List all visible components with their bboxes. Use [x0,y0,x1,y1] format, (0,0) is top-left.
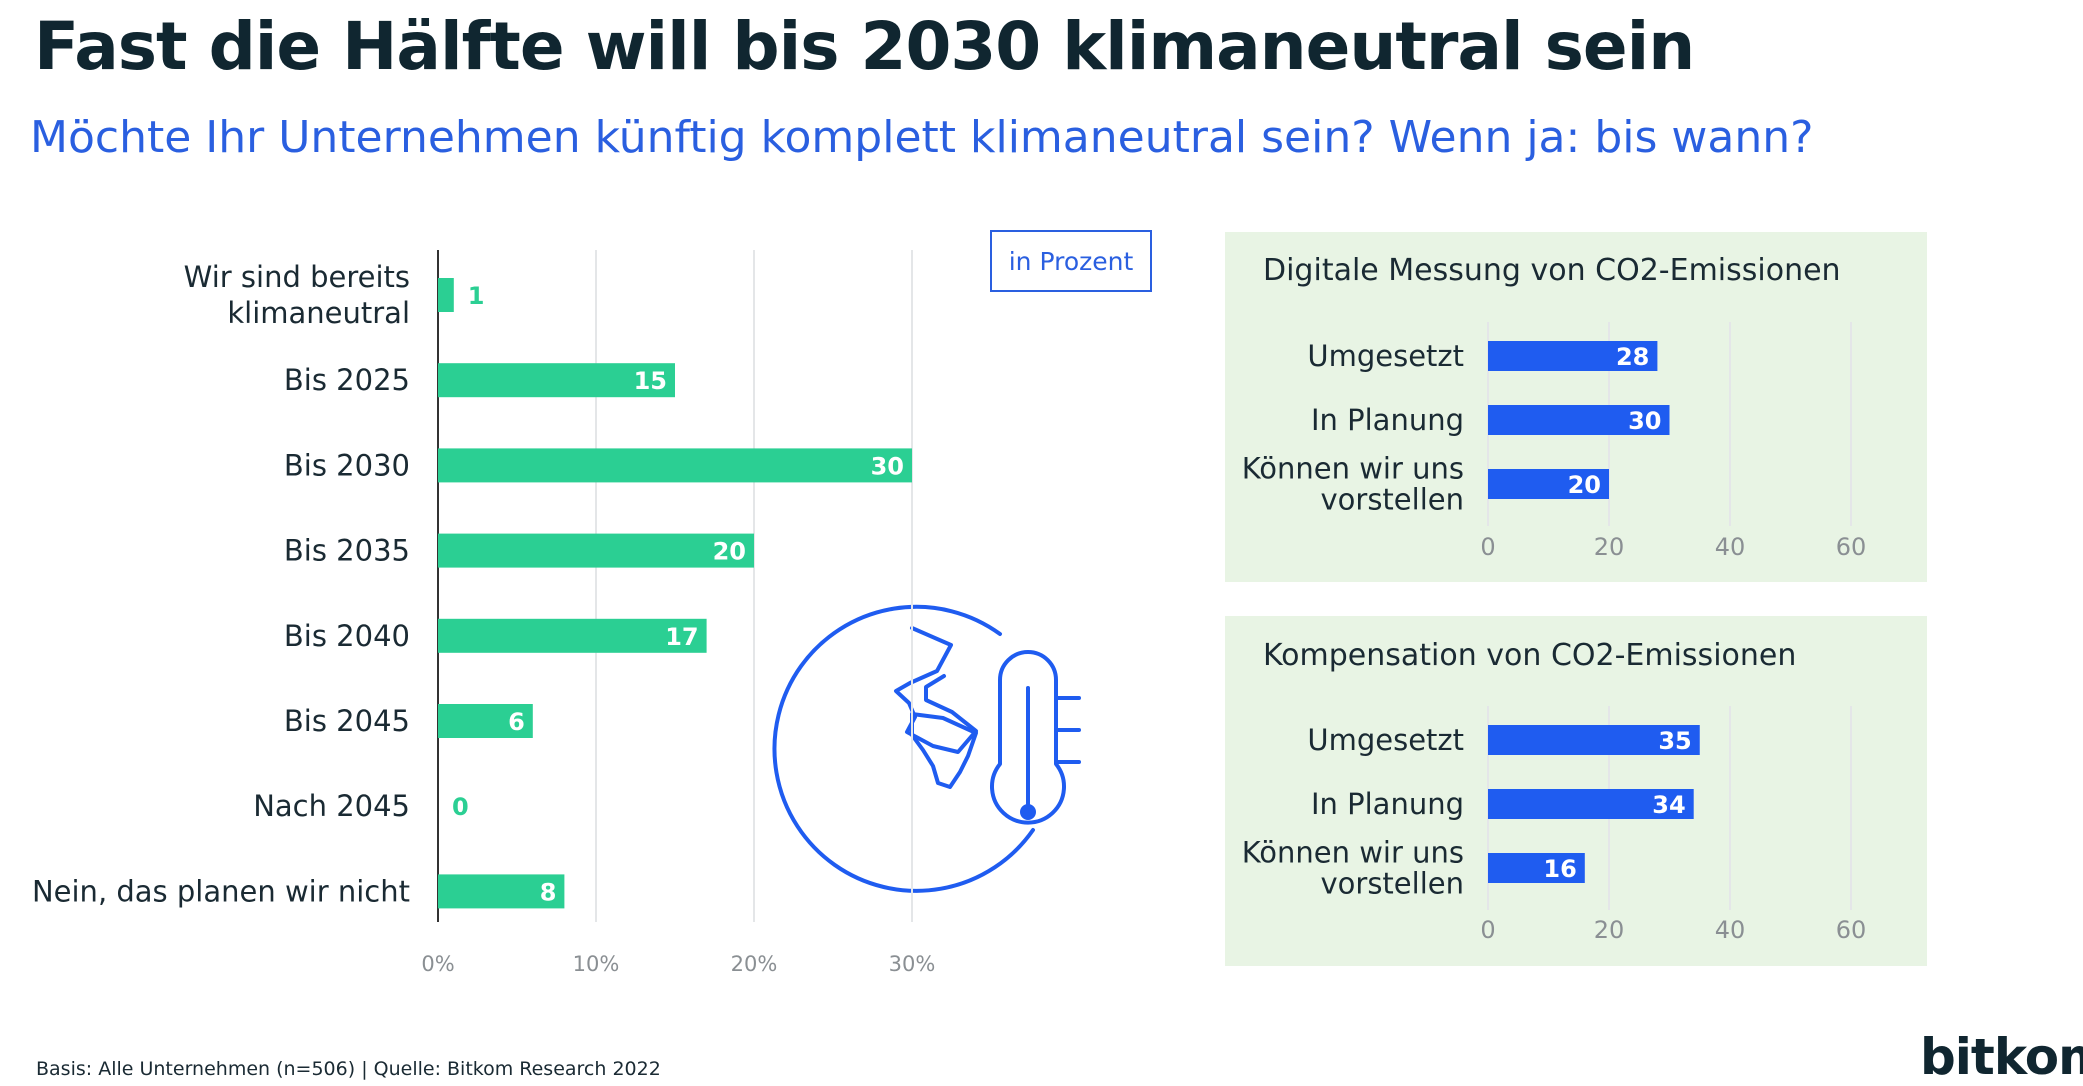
category-label: Können wir uns vorstellen [1242,836,1464,901]
value-label: 1 [468,282,485,310]
bar [438,278,454,312]
bar [1488,725,1700,755]
digital-measurement-chart: 0 20 40 60 Umgesetzt 28 In Planung 30 Können wir… [1242,322,1867,561]
value-label: 35 [1658,727,1691,755]
bar [438,618,707,653]
x-tick-label: 0 [1480,916,1495,944]
category-label: Bis 2045 [284,704,410,738]
x-tick-label: 60 [1836,533,1867,561]
x-tick-label: 20 [1594,533,1625,561]
value-label: 30 [871,452,904,480]
category-label: In Planung [1311,787,1464,821]
panel-digital-title: Digitale Messung von CO2-Emissionen [1263,253,1841,288]
category-label: Nein, das planen wir nicht [32,874,410,908]
bar [1488,789,1694,819]
x-tick-label: 0% [421,952,454,976]
value-label: 34 [1652,791,1685,819]
bar [1488,853,1585,883]
value-label: 17 [665,623,698,651]
category-label: Bis 2030 [284,448,410,482]
main-bar-chart: 0% 10% 20% 30% Wir sind bereits klimaneutral 1… [32,250,935,976]
globe-thermometer-icon [772,604,1081,893]
bar [1488,341,1658,371]
x-tick-label: 20 [1594,916,1625,944]
category-label: Wir sind bereits klimaneutral [184,260,410,330]
panel-compensation-title: Kompensation von CO2-Emissionen [1263,638,1796,673]
bar [438,874,565,909]
x-tick-label: 40 [1715,916,1746,944]
x-tick-label: 30% [889,952,936,976]
page-title: Fast die Hälfte will bis 2030 klimaneutr… [34,8,1695,85]
value-label: 20 [1568,471,1601,499]
bar [438,704,533,738]
category-label: Nach 2045 [253,789,410,823]
category-label: Umgesetzt [1307,723,1464,757]
category-label: Umgesetzt [1307,339,1464,373]
value-label: 16 [1543,855,1576,883]
x-tick-label: 0 [1480,533,1495,561]
value-label: 20 [713,538,746,566]
category-label: Bis 2040 [284,619,410,653]
category-label: Bis 2035 [284,534,410,568]
page-subtitle: Möchte Ihr Unternehmen künftig komplett … [30,112,1814,163]
unit-note: in Prozent [990,230,1152,292]
value-label: 28 [1616,343,1649,371]
bar [438,533,754,568]
category-label: Bis 2025 [284,363,410,397]
category-label: In Planung [1311,403,1464,437]
value-label: 6 [508,708,525,736]
brand-logo: bitkom [1920,1028,2083,1086]
value-label: 0 [452,793,469,821]
x-tick-label: 20% [731,952,778,976]
bar [438,363,675,398]
bar [1488,405,1670,435]
source-note: Basis: Alle Unternehmen (n=506) | Quelle… [36,1058,661,1080]
value-label: 30 [1628,407,1661,435]
bar [1488,469,1609,499]
compensation-chart: 0 20 40 60 Umgesetzt 35 In Planung 34 Können wir… [1242,706,1867,944]
value-label: 8 [540,878,557,906]
x-tick-label: 10% [573,952,620,976]
category-label: Können wir uns vorstellen [1242,452,1464,517]
x-tick-label: 40 [1715,533,1746,561]
value-label: 15 [634,367,667,395]
bar [438,448,912,483]
x-tick-label: 60 [1836,916,1867,944]
